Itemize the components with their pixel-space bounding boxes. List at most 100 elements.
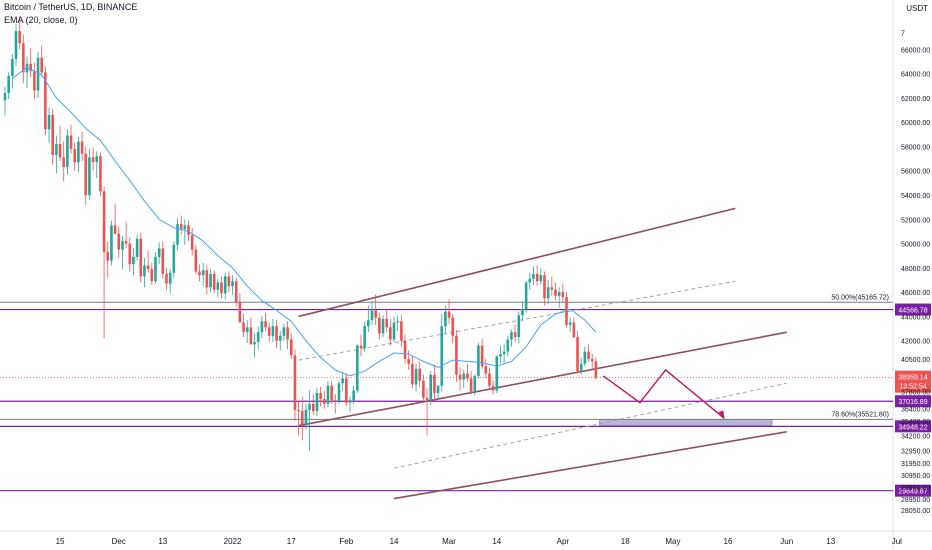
candle-body [209, 273, 212, 288]
candle-body [135, 238, 139, 257]
time-axis-tick-label: 15 [56, 537, 65, 546]
candle-body [58, 144, 62, 158]
price-axis-tick-label: 58000.00 [901, 144, 930, 151]
price-axis-tick-label: 29950.00 [901, 485, 930, 492]
time-axis-tick-label: 18 [621, 537, 630, 546]
candle-body [165, 273, 168, 284]
candle-body [260, 321, 264, 333]
candle-body [546, 287, 550, 299]
candle-body [106, 252, 110, 261]
candle-body [590, 358, 594, 362]
candle-body [418, 368, 422, 381]
candle-body [300, 411, 304, 425]
candle-body [102, 191, 106, 253]
level-price-tag [895, 303, 931, 316]
candle-body [227, 276, 231, 287]
price-axis-tick-label: 64000.00 [901, 72, 930, 79]
candle-body [396, 321, 399, 323]
candle-body [517, 315, 521, 338]
candle-body [334, 400, 337, 402]
price-axis-tick-label: 44000.00 [901, 314, 930, 321]
candle-body [429, 374, 433, 401]
candle-body [502, 351, 506, 355]
price-axis-tick-label: 40500.00 [901, 357, 930, 364]
time-axis-tick-label: Jun [780, 537, 793, 546]
candle-body [150, 269, 154, 282]
time-axis-tick-label: Dec [112, 537, 126, 546]
candle-body [22, 43, 25, 73]
candle-body [293, 355, 297, 410]
candle-body [311, 403, 315, 412]
time-axis-tick-label: 14 [390, 537, 399, 546]
candle-body [256, 332, 260, 342]
candle-body [14, 31, 18, 59]
candle-body [146, 265, 150, 270]
candle-body [352, 390, 355, 401]
candle-body [55, 144, 58, 155]
candle-body [113, 225, 117, 234]
candle-body [275, 326, 278, 341]
candle-body [190, 235, 194, 250]
candle-body [168, 272, 172, 284]
candle-body [278, 335, 282, 341]
candle-body [389, 327, 392, 340]
candle-body [345, 378, 348, 403]
candle-body [51, 114, 55, 155]
candle-body [205, 270, 209, 288]
candle-body [594, 361, 598, 378]
candle-body [451, 317, 455, 336]
candle-body [367, 320, 370, 327]
time-axis-tick-label: 17 [287, 537, 296, 546]
candle-body [440, 326, 444, 386]
candle-body [414, 368, 418, 385]
candle-body [69, 135, 73, 149]
candle-body [308, 403, 311, 410]
candle-body [462, 373, 466, 380]
candle-body [172, 244, 176, 273]
candle-body [319, 392, 322, 399]
candle-body [201, 270, 205, 276]
candle-body [143, 265, 146, 277]
candle-body [425, 397, 429, 401]
candle-body [455, 335, 458, 375]
candle-body [572, 322, 576, 338]
candle-body [543, 275, 546, 299]
candle-body [271, 326, 275, 336]
candle-body [433, 374, 436, 393]
price-axis-tick-label: 46000.00 [901, 290, 930, 297]
candle-body [183, 225, 187, 229]
channel-trendline [393, 430, 787, 500]
price-axis-tick-label: 50000.00 [901, 242, 930, 249]
candle-body [539, 275, 543, 282]
fib-level-label: 50.00%(45165.72) [831, 294, 889, 301]
candle-body [583, 351, 587, 364]
candle-body [62, 157, 66, 168]
time-axis-tick-label: Mar [442, 537, 456, 546]
level-price-tag-text: 29649.87 [898, 489, 927, 496]
candle-body [234, 281, 238, 302]
candle-body [322, 399, 326, 404]
time-axis-tick-label: Apr [557, 537, 570, 546]
candle-body [179, 224, 183, 229]
time-axis-tick-label: 13 [158, 537, 167, 546]
candle-body [469, 378, 473, 392]
candle-body [348, 400, 352, 403]
currency-label[interactable]: USDT [906, 4, 928, 13]
candle-body [561, 292, 565, 297]
candle-body [447, 311, 451, 318]
candle-body [47, 114, 51, 130]
candle-body [370, 310, 374, 321]
time-axis-tick-label: 2022 [224, 537, 242, 546]
candle-body [121, 241, 124, 250]
candle-body [495, 356, 499, 391]
channel-midline-dashed [298, 280, 736, 361]
candle-body [154, 256, 157, 282]
candle-body [231, 281, 234, 287]
candle-body [220, 282, 223, 294]
candle-body [187, 225, 190, 236]
candle-body [337, 383, 341, 402]
symbol-title: Bitcoin / TetherUS, 1D, BINANCE [4, 2, 138, 12]
candle-body [374, 310, 377, 318]
